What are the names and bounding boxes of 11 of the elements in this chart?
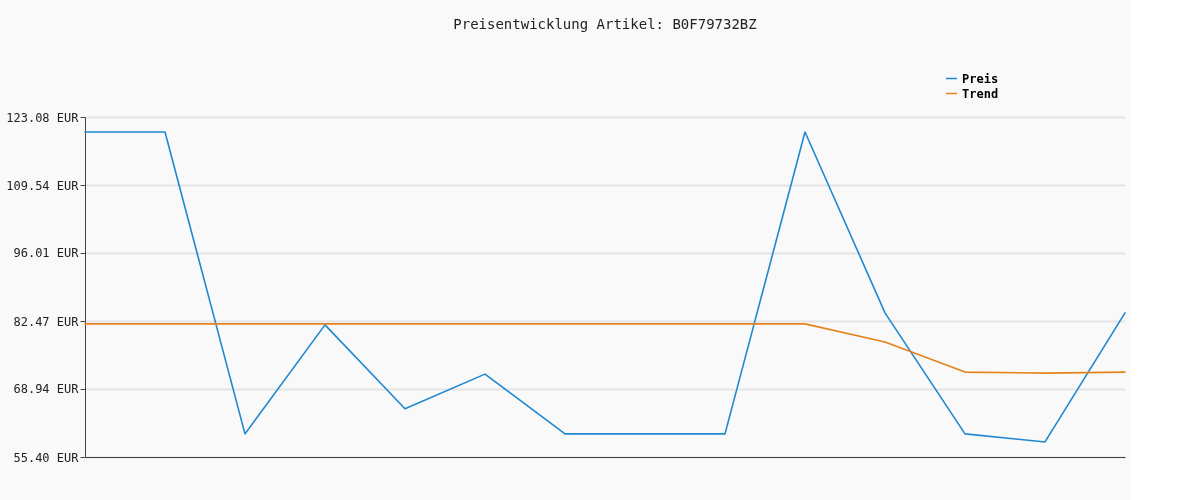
line-series [84,323,1126,374]
y-tick-label: 96.01 EUR [13,246,80,261]
legend-label: Preis [962,71,999,86]
legend-label: Trend [962,86,999,101]
chart-title: Preisentwicklung Artikel: B0F79732BZ [453,16,757,32]
y-tick-label: 55.40 EUR [13,450,80,465]
y-tick-label: 82.47 EUR [13,314,80,329]
y-tick-label: 123.08 EUR [6,110,80,125]
y-tick-label: 68.94 EUR [13,382,80,397]
y-tick-label: 109.54 EUR [6,178,80,193]
line-series [84,131,1126,443]
